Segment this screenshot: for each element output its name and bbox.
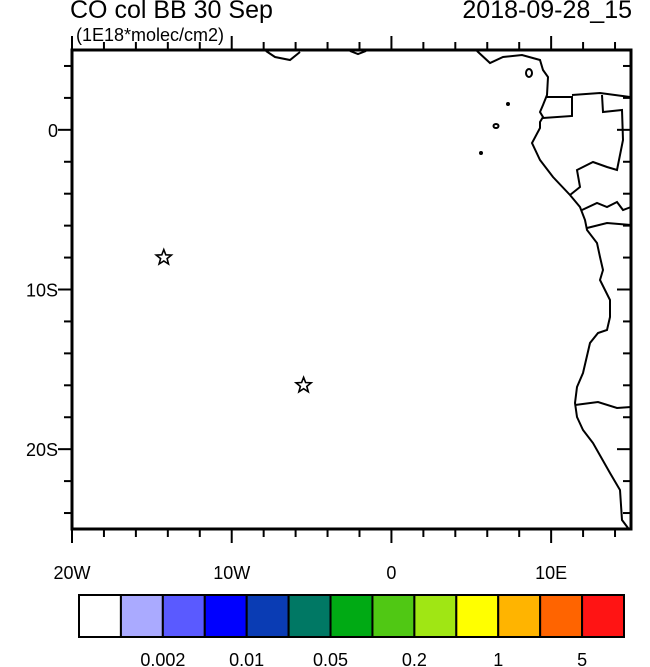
bioko-island	[525, 68, 533, 78]
colorbar-box	[539, 594, 584, 638]
border-drc-angola	[586, 221, 632, 229]
north-coastline	[265, 50, 301, 62]
map-frame	[70, 48, 633, 531]
north-coastline-2	[349, 50, 367, 56]
border-congo-drc	[581, 200, 632, 212]
colorbar-box	[581, 594, 625, 638]
colorbar-label: 0.01	[229, 650, 264, 667]
colorbar-label: 0.05	[313, 650, 348, 667]
lat-tick-label: 20S	[26, 440, 58, 460]
star-marker	[293, 375, 314, 394]
annobon-island	[479, 151, 483, 155]
colorbar-box	[245, 594, 290, 638]
lat-tick-label: 0	[48, 121, 58, 141]
star-marker	[154, 247, 174, 266]
colorbar-box	[371, 594, 416, 638]
colorbar-label: 5	[577, 650, 587, 667]
colorbar-box	[119, 594, 164, 638]
colorbar-box	[78, 594, 122, 638]
sao-tome-island	[492, 123, 500, 129]
lon-tick-label: 0	[386, 563, 396, 583]
colorbar-label: 0.002	[140, 650, 185, 667]
colorbar-box	[287, 594, 332, 638]
border-cameroon-gabon	[571, 91, 631, 98]
colorbar-box	[203, 594, 248, 638]
lon-tick-label: 10W	[213, 563, 250, 583]
datetime-label: 2018-09-28_15	[462, 0, 632, 24]
plot-title: CO col BB 30 Sep	[70, 0, 273, 24]
border-angola-namibia	[574, 400, 632, 410]
colorbar-label: 0.2	[402, 650, 427, 667]
colorbar-box	[161, 594, 206, 638]
colorbar-box	[413, 594, 458, 638]
lat-tick-label: 10S	[26, 281, 58, 301]
principe-island	[506, 102, 510, 106]
lon-tick-label: 20W	[53, 563, 90, 583]
border-eqguinea	[542, 96, 573, 119]
colorbar-box	[329, 594, 374, 638]
africa-coastline	[476, 50, 629, 529]
border-gabon-congo	[569, 94, 625, 196]
colorbar-box	[455, 594, 500, 638]
units-label: (1E18*molec/cm2)	[76, 25, 225, 45]
colorbar-label: 1	[493, 650, 503, 667]
colorbar-box	[497, 594, 542, 638]
lon-tick-label: 10E	[535, 563, 567, 583]
coastlines	[265, 50, 632, 529]
